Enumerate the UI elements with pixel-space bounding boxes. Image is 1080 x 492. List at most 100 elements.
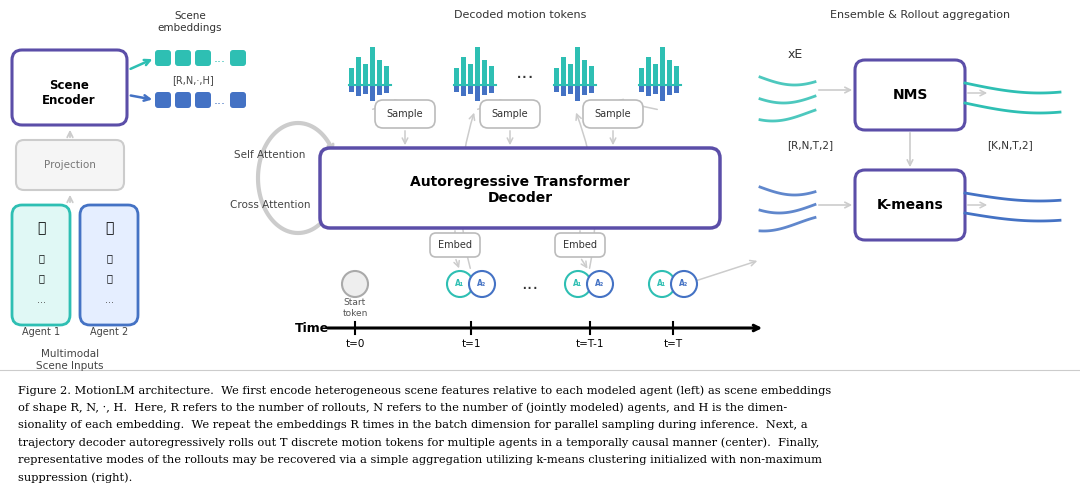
Text: 🏃: 🏃 — [38, 273, 44, 283]
Text: sionality of each embedding.  We repeat the embeddings R times in the batch dime: sionality of each embedding. We repeat t… — [18, 420, 808, 430]
Text: A₂: A₂ — [477, 279, 487, 288]
Bar — [454, 68, 459, 85]
Bar — [653, 85, 658, 94]
Circle shape — [649, 271, 675, 297]
Text: ...: ... — [522, 275, 539, 293]
Bar — [674, 66, 679, 85]
FancyBboxPatch shape — [855, 60, 966, 130]
Text: Scene
embeddings: Scene embeddings — [158, 11, 222, 33]
Text: A₂: A₂ — [595, 279, 605, 288]
Text: trajectory decoder autoregressively rolls out T discrete motion tokens for multi: trajectory decoder autoregressively roll… — [18, 437, 820, 448]
Text: A₁: A₁ — [456, 279, 464, 288]
Text: 🚦: 🚦 — [106, 253, 112, 263]
FancyBboxPatch shape — [430, 233, 480, 257]
Text: Projection: Projection — [44, 160, 96, 170]
Text: Sample: Sample — [387, 109, 423, 119]
Text: ...: ... — [105, 295, 113, 305]
Circle shape — [588, 271, 613, 297]
Text: K-means: K-means — [877, 198, 943, 212]
Text: Sample: Sample — [595, 109, 632, 119]
Text: NMS: NMS — [892, 88, 928, 102]
FancyBboxPatch shape — [175, 92, 191, 108]
Bar — [363, 64, 368, 85]
Text: Scene
Encoder: Scene Encoder — [42, 79, 96, 107]
Text: 🚗: 🚗 — [37, 221, 45, 235]
Bar — [667, 85, 672, 95]
FancyBboxPatch shape — [156, 50, 171, 66]
Bar — [475, 47, 480, 85]
Text: t=T: t=T — [663, 339, 683, 349]
FancyBboxPatch shape — [175, 50, 191, 66]
Bar — [568, 64, 573, 85]
Bar — [468, 85, 473, 94]
FancyBboxPatch shape — [583, 100, 643, 128]
Text: t=T-1: t=T-1 — [576, 339, 604, 349]
Text: [R,N,·,H]: [R,N,·,H] — [172, 75, 214, 85]
Text: A₁: A₁ — [573, 279, 582, 288]
Bar — [582, 61, 588, 85]
Bar — [575, 85, 580, 101]
Bar — [370, 47, 375, 85]
Text: t=1: t=1 — [461, 339, 481, 349]
Bar — [363, 85, 368, 94]
Circle shape — [342, 271, 368, 297]
Bar — [377, 61, 382, 85]
FancyBboxPatch shape — [16, 140, 124, 190]
FancyBboxPatch shape — [195, 92, 211, 108]
Bar — [561, 57, 566, 85]
Text: ...: ... — [37, 295, 45, 305]
Bar — [370, 85, 375, 101]
Bar — [349, 85, 354, 92]
Circle shape — [565, 271, 591, 297]
Bar — [575, 47, 580, 85]
Bar — [349, 68, 354, 85]
Bar — [482, 61, 487, 85]
Text: ...: ... — [515, 62, 535, 82]
Text: t=0: t=0 — [346, 339, 365, 349]
Bar — [582, 85, 588, 95]
Bar — [384, 66, 389, 85]
Text: Multimodal
Scene Inputs: Multimodal Scene Inputs — [37, 349, 104, 371]
Bar — [639, 85, 644, 92]
Text: A₁: A₁ — [658, 279, 666, 288]
Bar — [646, 85, 651, 96]
Text: ...: ... — [214, 52, 226, 64]
FancyBboxPatch shape — [80, 205, 138, 325]
Bar — [454, 85, 459, 92]
FancyBboxPatch shape — [480, 100, 540, 128]
Text: representative modes of the rollouts may be recovered via a simple aggregation u: representative modes of the rollouts may… — [18, 455, 822, 465]
FancyBboxPatch shape — [230, 50, 246, 66]
Text: Autoregressive Transformer
Decoder: Autoregressive Transformer Decoder — [410, 175, 630, 205]
FancyBboxPatch shape — [195, 50, 211, 66]
Text: [K,N,T,2]: [K,N,T,2] — [987, 140, 1032, 150]
Bar — [356, 85, 361, 96]
Bar — [589, 85, 594, 93]
Circle shape — [469, 271, 495, 297]
FancyBboxPatch shape — [12, 50, 127, 125]
FancyBboxPatch shape — [375, 100, 435, 128]
Bar — [384, 85, 389, 93]
Bar — [554, 68, 559, 85]
Bar — [561, 85, 566, 96]
Bar — [674, 85, 679, 93]
Text: 🚗: 🚗 — [105, 221, 113, 235]
Bar — [356, 57, 361, 85]
Text: Embed: Embed — [438, 240, 472, 250]
Text: Start
token: Start token — [342, 298, 367, 318]
Text: Time: Time — [295, 321, 329, 335]
FancyBboxPatch shape — [230, 92, 246, 108]
Text: suppression (right).: suppression (right). — [18, 472, 133, 483]
Bar — [660, 85, 665, 101]
Text: Figure 2. MotionLM architecture.  We first encode heterogeneous scene features r: Figure 2. MotionLM architecture. We firs… — [18, 385, 832, 396]
Text: ...: ... — [214, 93, 226, 106]
Bar — [660, 47, 665, 85]
Text: Embed: Embed — [563, 240, 597, 250]
Text: Ensemble & Rollout aggregation: Ensemble & Rollout aggregation — [829, 10, 1010, 20]
Bar — [461, 57, 465, 85]
FancyBboxPatch shape — [320, 148, 720, 228]
Text: Agent 2: Agent 2 — [90, 327, 129, 337]
Bar — [482, 85, 487, 95]
Bar — [489, 85, 494, 93]
Bar — [568, 85, 573, 94]
Bar — [468, 64, 473, 85]
